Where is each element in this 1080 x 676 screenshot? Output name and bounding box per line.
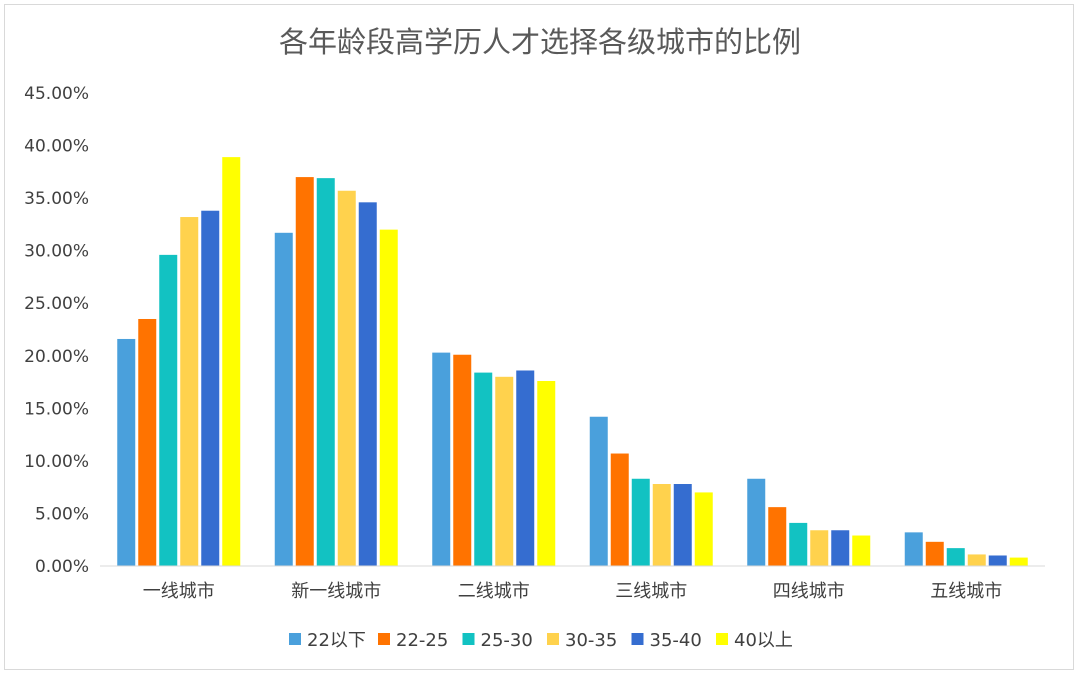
legend-item: 40以上 [716, 630, 793, 651]
x-tick-label: 四线城市 [773, 581, 845, 602]
bar [316, 178, 335, 566]
legend-swatch [716, 633, 728, 645]
bar [274, 232, 293, 567]
bar [1009, 557, 1028, 566]
bar [117, 338, 136, 566]
y-tick-label: 5.00% [35, 504, 89, 524]
bar [967, 554, 986, 566]
bar-series-group [117, 157, 1028, 567]
bar [852, 535, 871, 566]
bar [474, 372, 493, 566]
bar [138, 318, 157, 566]
y-tick-label: 0.00% [35, 557, 89, 577]
bar [201, 210, 220, 566]
bar [222, 157, 241, 566]
bar [925, 541, 944, 566]
bar [988, 555, 1007, 566]
legend-label: 40以上 [734, 630, 793, 651]
legend-swatch [378, 633, 390, 645]
bar [789, 522, 808, 566]
y-tick-label: 45.00% [24, 84, 89, 104]
bar [495, 376, 514, 566]
bar [904, 532, 923, 566]
legend-swatch [547, 633, 559, 645]
bar [337, 190, 356, 566]
bar [358, 202, 377, 566]
y-tick-label: 35.00% [24, 189, 89, 209]
bar [379, 229, 398, 566]
legend-label: 30-35 [565, 630, 617, 651]
y-tick-label: 30.00% [24, 242, 89, 262]
bar [180, 217, 199, 566]
x-tick-label: 二线城市 [458, 581, 530, 602]
bar [673, 484, 692, 566]
bar [432, 352, 451, 566]
bar [694, 492, 713, 566]
x-tick-label: 一线城市 [143, 581, 215, 602]
y-tick-label: 15.00% [24, 399, 89, 419]
x-tick-label: 五线城市 [930, 581, 1002, 602]
bar [589, 416, 608, 566]
legend-swatch [462, 633, 475, 645]
legend-item: 22-25 [378, 630, 448, 651]
legend-item: 35-40 [631, 630, 702, 651]
bar [631, 478, 650, 566]
legend-swatch [631, 633, 644, 645]
x-tick-label: 新一线城市 [291, 581, 381, 602]
bar [610, 453, 629, 566]
y-tick-label: 20.00% [24, 347, 89, 367]
bar [159, 254, 178, 566]
bar [537, 381, 556, 566]
legend-label: 22以下 [307, 630, 366, 651]
legend-swatch [289, 633, 301, 645]
bar [747, 478, 766, 566]
bar [831, 530, 850, 566]
y-tick-label: 40.00% [24, 137, 89, 157]
x-tick-label: 三线城市 [615, 581, 687, 602]
bar [295, 177, 314, 566]
legend-item: 25-30 [462, 630, 533, 651]
legend-label: 35-40 [650, 630, 702, 651]
y-tick-label: 10.00% [24, 452, 89, 472]
y-axis-tick-labels: 0.00% 5.00% 10.00% 15.00% 20.00% 25.00% 30.00%… [24, 84, 89, 577]
y-tick-label: 25.00% [24, 294, 89, 314]
legend-item: 22以下 [289, 630, 366, 651]
bar [516, 370, 535, 566]
legend: 22以下 22-25 25-30 30-35 35-40 40以上 [289, 630, 793, 651]
bar [946, 548, 965, 566]
legend-item: 30-35 [547, 630, 617, 651]
x-axis-tick-labels: 一线城市 新一线城市 二线城市 三线城市 四线城市 五线城市 [143, 581, 1003, 602]
bar [810, 530, 829, 566]
bar [652, 484, 671, 566]
legend-label: 22-25 [396, 630, 448, 651]
chart-title: 各年龄段高学历人才选择各级城市的比例 [279, 25, 801, 59]
bar [768, 507, 787, 566]
bar [453, 354, 472, 566]
legend-label: 25-30 [481, 630, 533, 651]
